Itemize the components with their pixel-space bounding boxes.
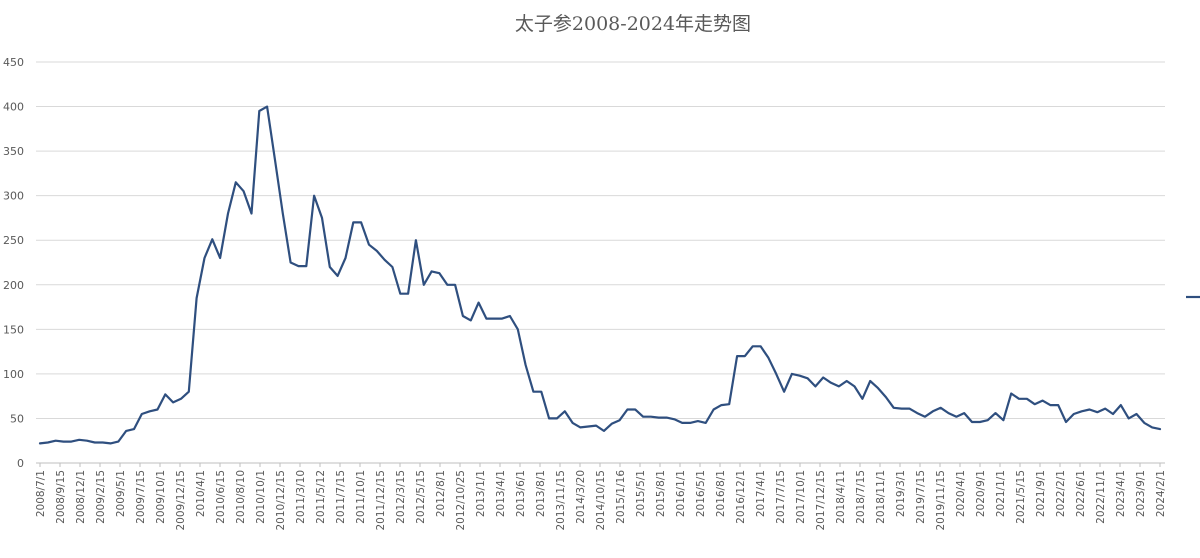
x-tick-label: 2010/10/1	[255, 470, 267, 524]
x-tick-label: 2019/7/15	[915, 470, 927, 524]
y-tick-label: 150	[3, 323, 24, 336]
x-tick-label: 2010/8/10	[235, 470, 247, 524]
x-tick-label: 2021/5/15	[1015, 470, 1027, 524]
x-tick-label: 2010/12/15	[275, 470, 287, 531]
x-tick-label: 2019/11/15	[935, 470, 947, 531]
y-tick-label: 300	[3, 190, 24, 203]
series-group	[38, 105, 1162, 445]
y-tick-label: 100	[3, 368, 24, 381]
chart-title: 太子参2008-2024年走势图	[515, 13, 751, 35]
x-tick-label: 2011/10/1	[355, 470, 367, 524]
x-tick-label: 2010/6/15	[215, 470, 227, 524]
x-tick-label: 2015/1/16	[615, 470, 627, 524]
x-tick-label: 2017/10/1	[795, 470, 807, 524]
x-tick-label: 2008/9/15	[55, 470, 67, 524]
x-tick-label: 2021/1/1	[995, 470, 1007, 517]
x-tick-label: 2014/10/15	[595, 470, 607, 531]
x-tick-label: 2008/12/1	[75, 470, 87, 524]
x-tick-label: 2023/4/1	[1115, 470, 1127, 517]
x-tick-label: 2012/8/1	[435, 470, 447, 517]
x-tick-label: 2018/4/11	[835, 470, 847, 524]
x-tick-label: 2015/8/1	[655, 470, 667, 517]
x-tick-label: 2011/3/10	[295, 470, 307, 524]
x-tick-label: 2021/9/1	[1035, 470, 1047, 517]
y-tick-label: 400	[3, 101, 24, 114]
grid-lines	[36, 61, 1165, 464]
x-tick-label: 2008/7/1	[35, 470, 47, 517]
x-tick-label: 2013/1/1	[475, 470, 487, 517]
series-line-0	[38, 105, 1162, 445]
x-tick-label: 2018/11/1	[875, 470, 887, 524]
x-tick-label: 2012/10/25	[455, 470, 467, 531]
x-axis: 2008/7/1 2008/9/15 2008/12/1 2009/2/15 2009/…	[35, 463, 1167, 531]
x-tick-label: 2012/3/15	[395, 470, 407, 524]
x-tick-label: 2015/5/1	[635, 470, 647, 517]
x-tick-label: 2023/9/1	[1135, 470, 1147, 517]
x-tick-label: 2020/4/1	[955, 470, 967, 517]
x-tick-label: 2017/12/15	[815, 470, 827, 531]
x-tick-label: 2011/7/15	[335, 470, 347, 524]
x-tick-label: 2019/3/1	[895, 470, 907, 517]
x-tick-label: 2009/7/15	[135, 470, 147, 524]
y-tick-label: 250	[3, 234, 24, 247]
y-tick-label: 0	[17, 457, 24, 470]
y-tick-label: 450	[3, 56, 24, 69]
x-tick-label: 2022/6/1	[1075, 470, 1087, 517]
x-tick-label: 2013/6/1	[515, 470, 527, 517]
x-tick-label: 2011/12/15	[375, 470, 387, 531]
y-tick-label: 350	[3, 145, 24, 158]
x-tick-label: 2012/5/15	[415, 470, 427, 524]
x-tick-label: 2013/4/1	[495, 470, 507, 517]
x-tick-label: 2022/2/1	[1055, 470, 1067, 517]
x-tick-label: 2016/12/1	[735, 470, 747, 524]
x-tick-label: 2018/7/15	[855, 470, 867, 524]
x-tick-label: 2013/11/15	[555, 470, 567, 531]
x-tick-label: 2010/4/1	[195, 470, 207, 517]
x-tick-label: 2022/11/1	[1095, 470, 1107, 524]
y-tick-label: 50	[10, 412, 24, 425]
x-tick-label: 2014/3/20	[575, 470, 587, 524]
x-tick-label: 2009/5/1	[115, 470, 127, 517]
x-tick-label: 2009/10/1	[155, 470, 167, 524]
y-axis: 0 50 100 150 200 250 300 350 400 450	[3, 56, 24, 470]
x-tick-label: 2009/2/15	[95, 470, 107, 524]
x-tick-label: 2017/4/1	[755, 470, 767, 517]
y-tick-label: 200	[3, 279, 24, 292]
x-tick-label: 2016/1/1	[675, 470, 687, 517]
x-tick-label: 2009/12/15	[175, 470, 187, 531]
x-tick-label: 2020/9/1	[975, 470, 987, 517]
x-tick-label: 2017/7/15	[775, 470, 787, 524]
x-tick-label: 2024/2/1	[1155, 470, 1167, 517]
x-tick-label: 2011/5/12	[315, 470, 327, 524]
x-tick-label: 2013/8/1	[535, 470, 547, 517]
x-tick-label: 2016/5/1	[695, 470, 707, 517]
x-tick-label: 2016/8/1	[715, 470, 727, 517]
